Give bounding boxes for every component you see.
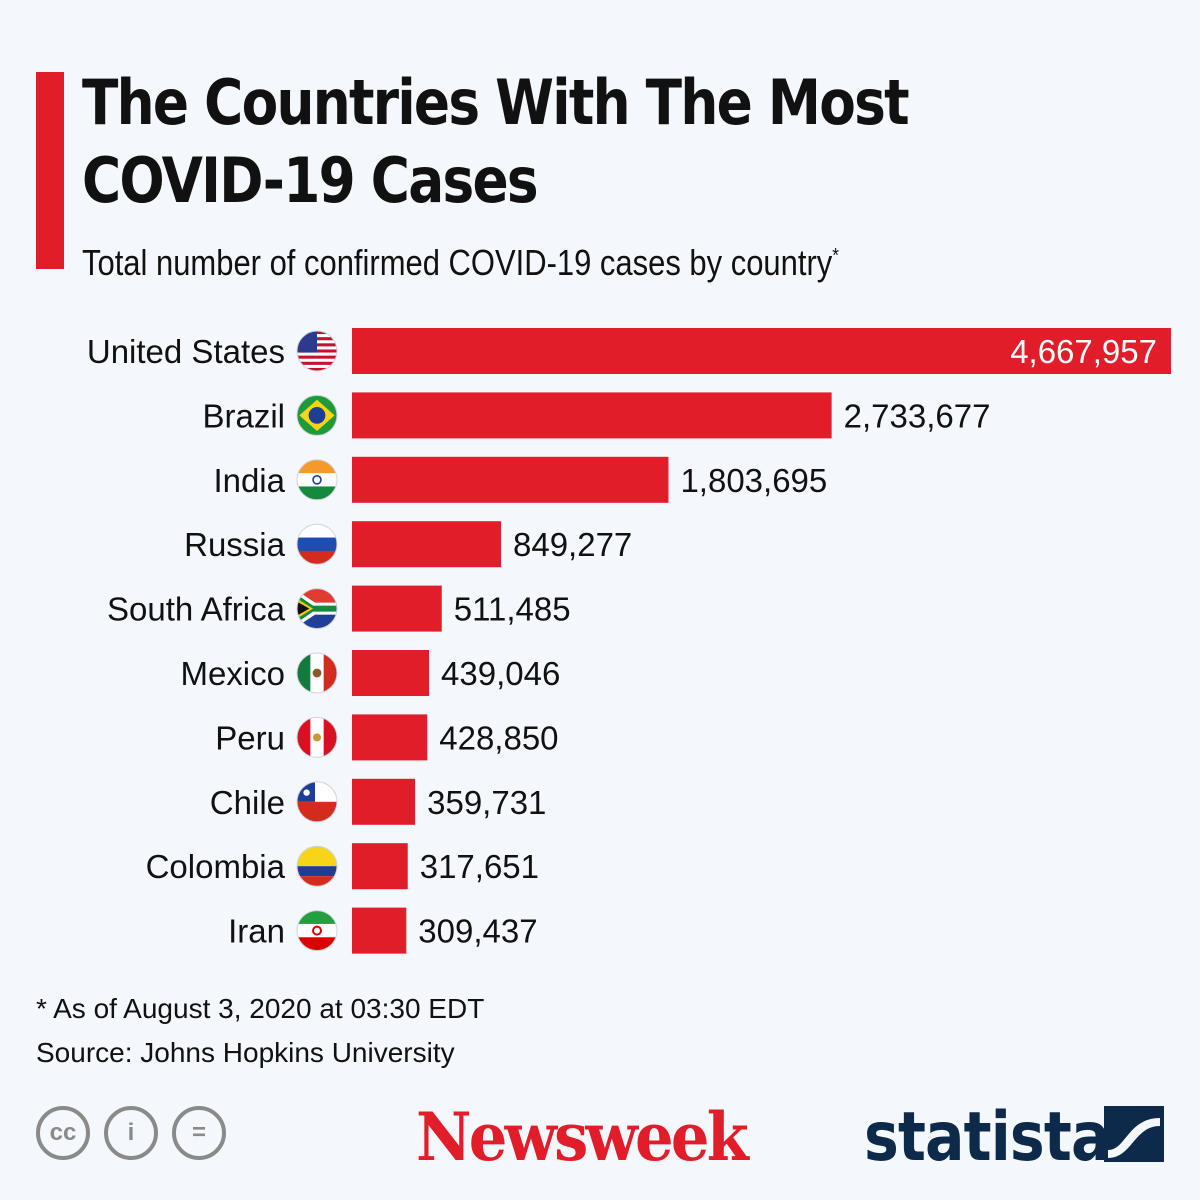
value-label: 359,731 [427,784,546,821]
bar [352,392,832,439]
brazil-flag-icon [296,394,338,436]
chile-flag-icon [296,781,338,823]
bar [352,521,502,568]
bar [352,650,430,696]
category-label: Iran [228,913,285,950]
chart-title: The Countries With The Most COVID-19 Cas… [82,64,994,220]
bar [352,328,1171,374]
bar [352,907,407,954]
peru-flag-icon [296,716,338,758]
value-label: 4,667,957 [1010,333,1157,370]
category-label: Peru [215,719,285,756]
category-label: Colombia [146,848,286,885]
value-label: 428,850 [439,719,558,756]
chart-subtitle: Total number of confirmed COVID-19 cases… [82,234,942,285]
mexico-flag-icon [296,652,338,694]
south-africa-flag-icon [296,588,338,630]
bar [352,585,442,632]
bar [352,778,416,825]
subtitle-asterisk: * [832,245,839,267]
category-label: Chile [210,784,285,821]
statista-mark-icon [1104,1106,1164,1162]
bar [352,843,408,890]
bar-chart: United States 4,667,957 Brazil 2,733,677 Ind… [87,328,1171,954]
subtitle-text: Total number of confirmed COVID-19 cases… [82,242,833,283]
category-label: Brazil [202,397,285,434]
category-label: India [213,462,285,499]
attribution-icon[interactable]: i [104,1106,158,1160]
footnote: * As of August 3, 2020 at 03:30 EDT [36,993,485,1024]
value-label: 439,046 [441,655,560,692]
india-flag-icon [296,459,338,501]
value-label: 309,437 [418,913,537,950]
license-icons: cc i = [36,1106,226,1160]
bar [352,456,669,503]
category-label: United States [87,333,285,370]
category-label: Russia [184,526,286,563]
newsweek-logo[interactable]: Newsweek [416,1098,749,1176]
category-label: South Africa [107,591,286,628]
value-label: 317,651 [420,848,539,885]
value-label: 2,733,677 [844,397,991,434]
value-label: 511,485 [454,591,571,628]
colombia-flag-icon [296,845,338,887]
value-label: 849,277 [513,526,632,563]
statista-logo[interactable]: statista [864,1098,1110,1177]
title-line-1: The Countries With The Most [82,66,910,139]
category-label: Mexico [180,655,285,692]
iran-flag-icon [296,910,338,952]
value-label: 1,803,695 [680,462,827,499]
title-line-2: COVID-19 Cases [82,144,539,217]
us-flag-icon [296,330,338,372]
bar [352,714,428,761]
source-note: Source: Johns Hopkins University [36,1037,455,1068]
no-derivatives-icon[interactable]: = [172,1106,226,1160]
accent-bar [36,72,64,269]
creative-commons-icon[interactable]: cc [36,1106,90,1160]
russia-flag-icon [296,523,338,565]
